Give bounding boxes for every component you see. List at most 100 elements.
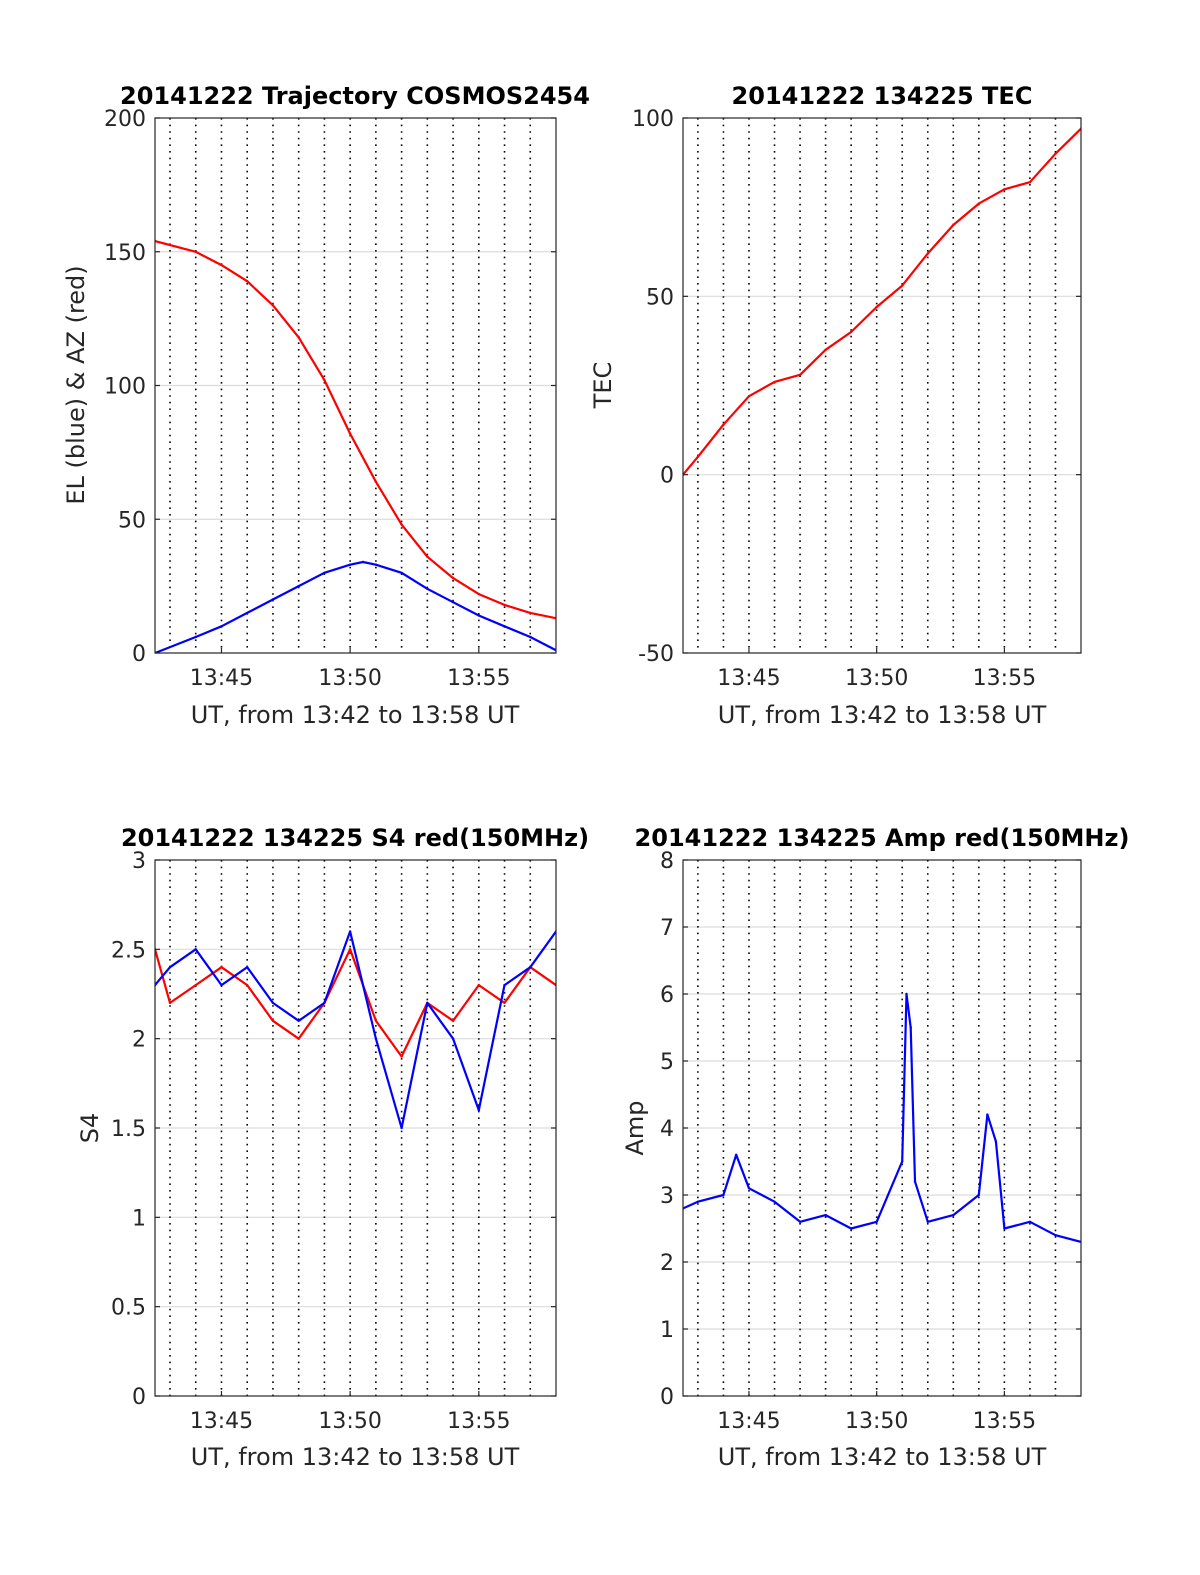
amp-data-point (1003, 1227, 1006, 1230)
y-tick-label: 8 (660, 849, 674, 874)
x-tick-label: 13:45 (190, 666, 253, 691)
x-tick-label: 13:55 (973, 1409, 1036, 1434)
tec-data-point (1054, 152, 1057, 155)
y-tick-label: 50 (118, 508, 146, 533)
s4-ylabel: S4 (76, 1113, 104, 1144)
s4-data-point (400, 1055, 403, 1058)
amp-data-point (773, 1200, 776, 1203)
x-tick-label: 13:55 (447, 1409, 510, 1434)
tec-title: 20141222 134225 TEC (732, 82, 1033, 110)
trajectory-data (155, 239, 556, 653)
tec-ticks: -50 0 50 100 13:45 13:50 13:55 (632, 107, 1081, 691)
s4-data-point (451, 1037, 455, 1040)
amp-data-point (994, 1140, 998, 1143)
amp-data-point (977, 1193, 980, 1197)
amp-data-point (849, 1227, 853, 1230)
trajectory-data-point (361, 560, 365, 564)
tec-data-point (849, 330, 853, 334)
tec-data-point (875, 305, 878, 309)
y-tick-label: -50 (638, 642, 674, 667)
s4-data-point (426, 1001, 429, 1005)
tec-data-point (798, 373, 802, 376)
s4-xlabel: UT, from 13:42 to 13:58 UT (191, 1443, 520, 1471)
amp-data-point (722, 1193, 725, 1197)
y-tick-label: 0.5 (111, 1296, 146, 1321)
trajectory-data-point (477, 614, 480, 617)
amp-data (683, 992, 1081, 1244)
trajectory-data-point (503, 603, 506, 607)
s4-data-point (271, 1019, 275, 1022)
s4-data-point (529, 966, 532, 969)
amp-data-point (901, 1160, 904, 1163)
trajectory-data-point (529, 635, 532, 639)
trajectory-data-point (194, 250, 197, 253)
s4-data-point (477, 983, 480, 987)
y-tick-label: 0 (660, 1385, 674, 1410)
tec-data-point (901, 284, 904, 287)
trajectory-data-point (323, 571, 326, 574)
x-tick-label: 13:50 (845, 1409, 908, 1434)
tec-data-point (952, 223, 955, 227)
tec-data-point (747, 395, 751, 398)
x-tick-label: 13:50 (845, 666, 908, 691)
y-tick-label: 2 (132, 1028, 146, 1053)
amp-data-point (1028, 1220, 1032, 1224)
s4-data-point (194, 948, 197, 951)
tec-data-point (1028, 181, 1032, 184)
x-tick-label: 13:55 (447, 666, 510, 691)
trajectory-data-point (374, 563, 378, 566)
s4-data-point (271, 1001, 275, 1005)
trajectory-ylabel: EL (blue) & AZ (red) (62, 265, 90, 504)
s4-data-point (451, 1019, 455, 1022)
s4-data-point (400, 1126, 403, 1130)
tec-data-point (696, 455, 700, 458)
s4-panel: 20141222 134225 S4 red(150MHz) 0 0.5 1 1.5 2… (76, 824, 589, 1471)
trajectory-data-point (503, 625, 506, 628)
s4-data-point (374, 1037, 378, 1040)
y-tick-label: 1 (132, 1206, 146, 1231)
s4-data-point (323, 1001, 326, 1005)
trajectory-data-point (220, 625, 223, 628)
amp-data-point (913, 1180, 917, 1183)
y-tick-label: 0 (132, 642, 146, 667)
y-tick-label: 0 (132, 1385, 146, 1410)
tec-grid (683, 118, 1081, 653)
y-tick-label: 2.5 (111, 938, 146, 963)
y-tick-label: 100 (104, 375, 146, 400)
trajectory-data-point (400, 523, 403, 526)
x-tick-label: 13:45 (717, 666, 780, 691)
trajectory-data-point (246, 280, 249, 283)
trajectory-data-point (529, 611, 532, 615)
s4-series-group (155, 930, 556, 1130)
trajectory-ticks: 0 50 100 150 200 13:45 13:50 13:55 (104, 107, 556, 691)
s4-data-point (503, 1001, 506, 1005)
trajectory-panel: 20141222 Trajectory COSMOS2454 0 50 100 150… (62, 82, 590, 729)
y-tick-label: 100 (632, 107, 674, 132)
trajectory-grid (155, 118, 556, 653)
trajectory-xlabel: UT, from 13:42 to 13:58 UT (191, 701, 520, 729)
y-tick-label: 3 (660, 1184, 674, 1209)
s4-data-point (168, 1001, 172, 1005)
amp-data-point (926, 1220, 929, 1224)
s4-data-point (297, 1019, 300, 1022)
tec-data-point (722, 423, 725, 426)
x-tick-label: 13:45 (190, 1409, 253, 1434)
y-tick-label: 4 (660, 1117, 674, 1142)
amp-data-point (905, 992, 908, 996)
tec-plot-frame (682, 117, 1082, 654)
y-tick-label: 200 (104, 107, 146, 132)
y-tick-label: 3 (132, 849, 146, 874)
x-tick-label: 13:55 (973, 666, 1036, 691)
s4-data-point (168, 966, 172, 969)
s4-data-point (297, 1037, 300, 1040)
s4-data-point (348, 948, 352, 951)
amp-data-point (798, 1220, 802, 1224)
s4-data-point (220, 966, 223, 969)
trajectory-data-point (271, 598, 275, 601)
amp-ticks: 0 1 2 3 4 5 6 7 8 13:45 13:50 13:55 (660, 849, 1081, 1434)
amp-series-group (683, 992, 1081, 1244)
trajectory-data-point (451, 601, 455, 604)
amp-data-point (875, 1220, 878, 1224)
amp-data-point (986, 1113, 989, 1116)
tec-data-point (926, 252, 929, 255)
